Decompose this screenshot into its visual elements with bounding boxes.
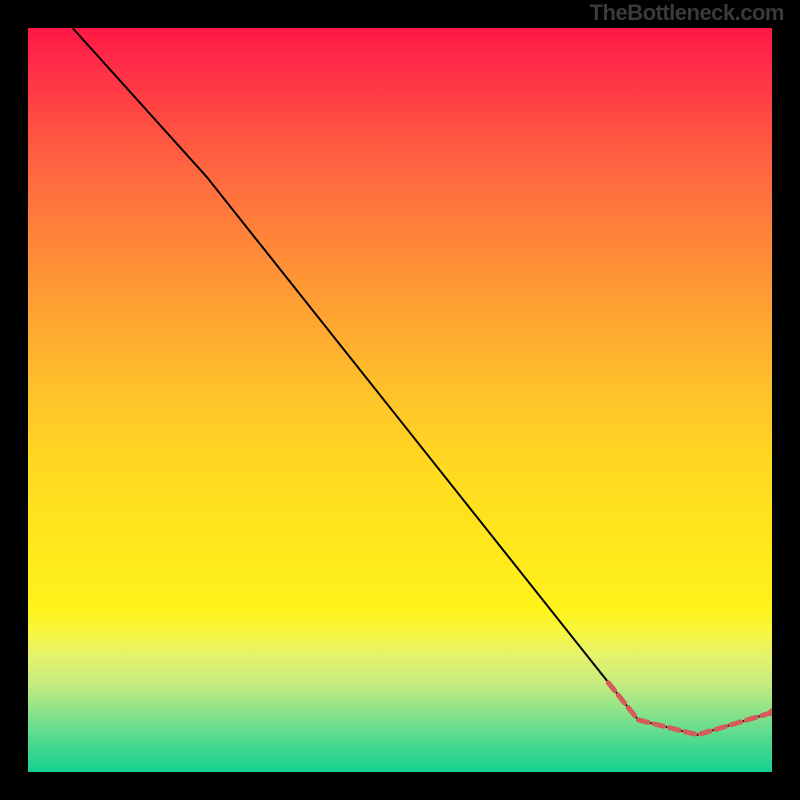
- bottleneck-line: [73, 28, 772, 735]
- attribution-text: TheBottleneck.com: [590, 0, 784, 26]
- plot-area: [28, 28, 772, 772]
- chart-overlay: [28, 28, 772, 772]
- bottleneck-dashed-segment: [608, 683, 772, 735]
- chart-container: TheBottleneck.com: [0, 0, 800, 800]
